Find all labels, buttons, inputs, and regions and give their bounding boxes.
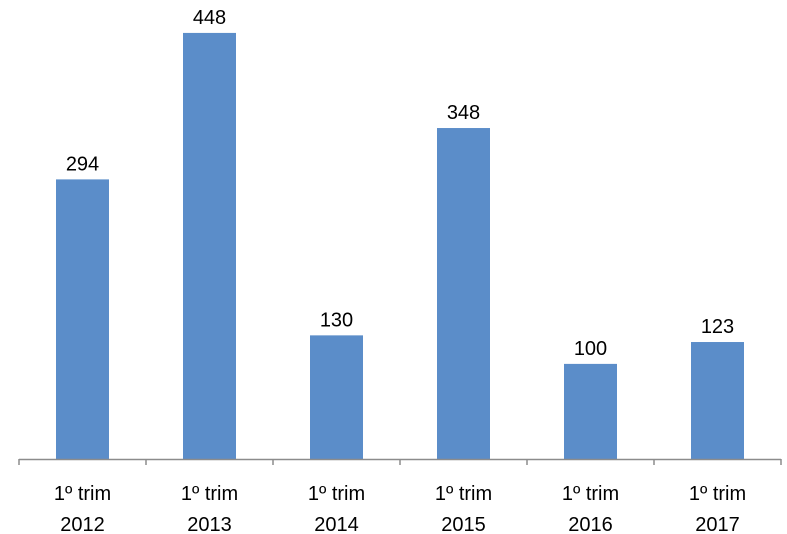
x-axis: 1º trim 2012 1º trim 2013 1º trim 2014 1º trim… (18, 458, 782, 534)
bars-layer (56, 32, 744, 460)
x-tick-label-2016: 1º trim 2016 (562, 483, 619, 534)
x-tick-label-2017: 1º trim 2017 (689, 483, 746, 534)
bar-2012 (56, 179, 109, 459)
data-label-2016: 100 (574, 338, 607, 360)
data-labels-layer: 294 448 130 348 100 123 (66, 7, 734, 360)
bar-2014 (310, 335, 363, 459)
data-label-2017: 123 (701, 316, 734, 338)
bar-2013 (183, 32, 236, 460)
bar-2016 (564, 363, 617, 459)
data-label-2013: 448 (193, 7, 226, 29)
x-tick-label-2014: 1º trim 2014 (308, 483, 365, 534)
bar-2015 (437, 128, 490, 459)
x-tick-label-2012: 1º trim 2012 (54, 483, 111, 534)
bar-2017 (691, 342, 744, 459)
x-tick-label-2013: 1º trim 2013 (181, 483, 238, 534)
data-label-2014: 130 (320, 309, 353, 331)
data-label-2012: 294 (66, 153, 99, 175)
x-tick-label-2015: 1º trim 2015 (435, 483, 492, 534)
data-label-2015: 348 (447, 102, 480, 124)
